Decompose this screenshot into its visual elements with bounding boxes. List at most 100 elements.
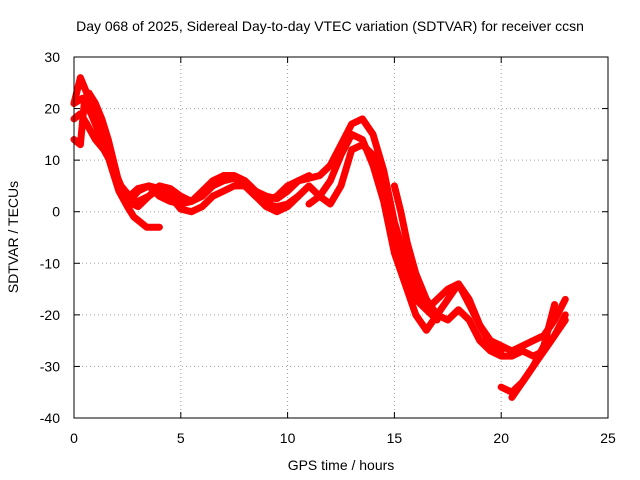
- data-point-marker: [115, 188, 122, 195]
- x-tick-label: 15: [387, 430, 403, 446]
- data-point-marker: [380, 198, 387, 205]
- data-point-marker: [188, 208, 195, 215]
- data-point-marker: [263, 203, 270, 210]
- data-point-marker: [83, 121, 90, 128]
- data-point-marker: [150, 224, 157, 231]
- y-tick-label: 10: [44, 152, 60, 168]
- data-point-marker: [412, 270, 419, 277]
- data-point-marker: [295, 177, 302, 184]
- plot-frame: [73, 56, 609, 419]
- data-point-marker: [434, 311, 441, 318]
- data-point-marker: [79, 95, 86, 102]
- x-tick-label: 5: [177, 430, 185, 446]
- data-point-marker: [199, 203, 206, 210]
- y-tick-label: -30: [40, 358, 60, 374]
- data-point-marker: [273, 193, 280, 200]
- series-line-sat-d: [70, 74, 163, 231]
- data-point-marker: [167, 185, 174, 192]
- data-point-marker: [530, 363, 537, 370]
- data-point-marker: [562, 296, 569, 303]
- data-point-marker: [209, 193, 216, 200]
- data-point-marker: [498, 384, 505, 391]
- data-point-marker: [145, 182, 152, 189]
- data-point-marker: [423, 306, 430, 313]
- y-tick-label: 30: [44, 49, 60, 65]
- data-point-marker: [466, 317, 473, 324]
- axis-ticks: 0 5 10 15 20 25 -40 -30 -20 -10 0 10 20 30: [40, 49, 616, 446]
- data-point-marker: [487, 337, 494, 344]
- data-point-marker: [96, 126, 103, 133]
- x-axis-label: GPS time / hours: [288, 457, 395, 473]
- data-point-marker: [188, 198, 195, 205]
- data-point-marker: [519, 378, 526, 385]
- data-point-marker: [562, 317, 569, 324]
- data-point-marker: [77, 74, 84, 81]
- data-point-marker: [295, 193, 302, 200]
- data-point-marker: [476, 337, 483, 344]
- data-series: [70, 74, 569, 401]
- data-point-marker: [327, 200, 334, 207]
- data-point-marker: [423, 296, 430, 303]
- data-point-marker: [444, 286, 451, 293]
- y-axis-label: SDTVAR / TECUs: [5, 181, 21, 293]
- data-point-marker: [156, 193, 163, 200]
- data-point-marker: [83, 90, 90, 97]
- data-point-marker: [348, 121, 355, 128]
- data-point-marker: [156, 224, 163, 231]
- data-point-marker: [90, 110, 97, 117]
- data-point-marker: [145, 193, 152, 200]
- data-point-marker: [348, 131, 355, 138]
- data-point-marker: [359, 115, 366, 122]
- data-point-marker: [130, 213, 137, 220]
- data-point-marker: [391, 182, 398, 189]
- data-point-marker: [359, 136, 366, 143]
- data-point-marker: [135, 185, 142, 192]
- x-tick-label: 10: [280, 430, 296, 446]
- data-point-marker: [404, 239, 411, 246]
- data-point-marker: [252, 193, 259, 200]
- data-point-marker: [423, 327, 430, 334]
- data-point-marker: [241, 182, 248, 189]
- x-tick-label: 25: [600, 430, 616, 446]
- data-point-marker: [434, 296, 441, 303]
- x-tick-label: 0: [70, 430, 78, 446]
- y-tick-label: -40: [40, 410, 60, 426]
- data-point-marker: [98, 115, 105, 122]
- y-tick-label: -10: [40, 255, 60, 271]
- series-line-sat-b: [70, 110, 441, 324]
- data-point-marker: [167, 193, 174, 200]
- data-point-marker: [231, 172, 238, 179]
- data-point-marker: [77, 110, 84, 117]
- data-point-marker: [137, 219, 144, 226]
- data-point-marker: [508, 353, 515, 360]
- data-point-marker: [466, 301, 473, 308]
- data-point-marker: [156, 185, 163, 192]
- data-point-marker: [476, 322, 483, 329]
- data-point-marker: [370, 162, 377, 169]
- data-point-marker: [519, 347, 526, 354]
- data-point-marker: [305, 175, 312, 182]
- data-point-marker: [109, 167, 116, 174]
- data-point-marker: [402, 280, 409, 287]
- data-point-marker: [397, 208, 404, 215]
- data-point-marker: [327, 177, 334, 184]
- data-point-marker: [220, 188, 227, 195]
- data-point-marker: [305, 182, 312, 189]
- x-tick-label: 20: [493, 430, 509, 446]
- chart-title: Day 068 of 2025, Sidereal Day-to-day VTE…: [76, 18, 584, 34]
- data-point-marker: [338, 182, 344, 189]
- data-point-marker: [498, 342, 505, 349]
- data-point-marker: [412, 311, 419, 318]
- grid: [74, 57, 608, 418]
- data-point-marker: [380, 177, 387, 184]
- series-line-sat-e: [134, 182, 302, 216]
- data-point-marker: [551, 301, 558, 308]
- data-point-marker: [530, 337, 537, 344]
- data-point-marker: [338, 151, 344, 158]
- y-tick-label: 0: [52, 204, 60, 220]
- data-point-marker: [444, 317, 451, 324]
- data-point-marker: [209, 182, 216, 189]
- data-point-marker: [508, 394, 515, 401]
- data-point-marker: [455, 306, 462, 313]
